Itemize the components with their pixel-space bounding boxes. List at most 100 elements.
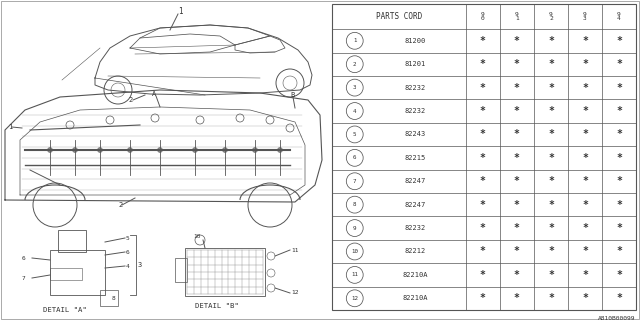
Text: 82215: 82215 <box>404 155 426 161</box>
Text: *: * <box>548 200 554 210</box>
Text: 4: 4 <box>353 108 356 114</box>
Bar <box>50 250 105 295</box>
Text: *: * <box>548 36 554 46</box>
Text: *: * <box>582 246 588 256</box>
Text: *: * <box>582 83 588 92</box>
Bar <box>175 258 187 282</box>
Bar <box>100 290 118 306</box>
Text: *: * <box>548 153 554 163</box>
Text: 12: 12 <box>351 296 358 301</box>
Text: 6: 6 <box>353 155 356 160</box>
Text: 7: 7 <box>21 276 25 281</box>
Text: *: * <box>514 246 520 256</box>
Text: *: * <box>514 153 520 163</box>
Text: 10: 10 <box>193 234 200 238</box>
Text: *: * <box>548 129 554 140</box>
Text: 82232: 82232 <box>404 225 426 231</box>
Circle shape <box>278 148 282 153</box>
Text: *: * <box>548 59 554 69</box>
Text: 2: 2 <box>128 97 132 103</box>
Text: *: * <box>514 270 520 280</box>
Text: *: * <box>582 223 588 233</box>
Text: A810B00099: A810B00099 <box>598 316 635 320</box>
Text: 6: 6 <box>126 250 130 254</box>
Text: *: * <box>616 246 622 256</box>
Text: *: * <box>582 106 588 116</box>
Text: 82210A: 82210A <box>402 272 428 278</box>
Text: 4: 4 <box>126 263 130 268</box>
Text: *: * <box>480 83 486 92</box>
Text: *: * <box>480 293 486 303</box>
Text: DETAIL "B": DETAIL "B" <box>195 303 239 309</box>
Text: 3: 3 <box>353 85 356 90</box>
Text: *: * <box>582 129 588 140</box>
Text: *: * <box>548 106 554 116</box>
Text: 9
2: 9 2 <box>549 12 553 21</box>
Text: 9
3: 9 3 <box>583 12 587 21</box>
Circle shape <box>223 148 227 153</box>
Text: 2: 2 <box>118 202 122 208</box>
Text: *: * <box>582 36 588 46</box>
Text: 1: 1 <box>353 38 356 43</box>
Text: *: * <box>616 36 622 46</box>
Text: 82247: 82247 <box>404 202 426 208</box>
Text: *: * <box>582 176 588 186</box>
Text: 12: 12 <box>291 291 298 295</box>
Circle shape <box>97 148 102 153</box>
Text: *: * <box>616 59 622 69</box>
Bar <box>332 4 636 310</box>
Text: *: * <box>514 293 520 303</box>
Text: 9: 9 <box>353 226 356 231</box>
Bar <box>58 230 86 252</box>
Text: 82232: 82232 <box>404 108 426 114</box>
Text: *: * <box>480 200 486 210</box>
Text: *: * <box>480 223 486 233</box>
Text: *: * <box>514 36 520 46</box>
Text: *: * <box>616 83 622 92</box>
Text: 10: 10 <box>351 249 358 254</box>
Text: *: * <box>480 106 486 116</box>
Text: *: * <box>514 200 520 210</box>
Text: *: * <box>582 200 588 210</box>
Text: *: * <box>582 293 588 303</box>
Text: 1: 1 <box>8 124 12 130</box>
Text: 8: 8 <box>353 202 356 207</box>
Text: 11: 11 <box>351 272 358 277</box>
Text: 1: 1 <box>178 7 182 17</box>
Text: *: * <box>548 246 554 256</box>
Text: 5: 5 <box>126 236 130 241</box>
Text: *: * <box>616 200 622 210</box>
Text: 7: 7 <box>353 179 356 184</box>
Text: A: A <box>152 91 156 97</box>
Text: *: * <box>582 153 588 163</box>
Text: *: * <box>548 270 554 280</box>
Text: 82232: 82232 <box>404 84 426 91</box>
Text: *: * <box>548 176 554 186</box>
Text: *: * <box>480 59 486 69</box>
Text: 9
4: 9 4 <box>617 12 621 21</box>
Text: *: * <box>514 223 520 233</box>
Text: *: * <box>582 59 588 69</box>
Text: 82212: 82212 <box>404 248 426 254</box>
Text: *: * <box>616 293 622 303</box>
Text: *: * <box>514 59 520 69</box>
Text: *: * <box>480 153 486 163</box>
Text: *: * <box>548 293 554 303</box>
Circle shape <box>157 148 163 153</box>
Text: 8: 8 <box>112 295 116 300</box>
Text: *: * <box>514 106 520 116</box>
Text: DETAIL "A": DETAIL "A" <box>43 307 87 313</box>
Text: *: * <box>616 153 622 163</box>
Text: 81201: 81201 <box>404 61 426 67</box>
Text: 6: 6 <box>21 255 25 260</box>
Circle shape <box>253 148 257 153</box>
Text: *: * <box>548 223 554 233</box>
Text: 11: 11 <box>291 247 298 252</box>
Text: B: B <box>290 92 294 98</box>
Text: *: * <box>514 129 520 140</box>
Text: *: * <box>616 106 622 116</box>
Text: 82210A: 82210A <box>402 295 428 301</box>
Text: *: * <box>582 270 588 280</box>
Circle shape <box>47 148 52 153</box>
Text: 82247: 82247 <box>404 178 426 184</box>
